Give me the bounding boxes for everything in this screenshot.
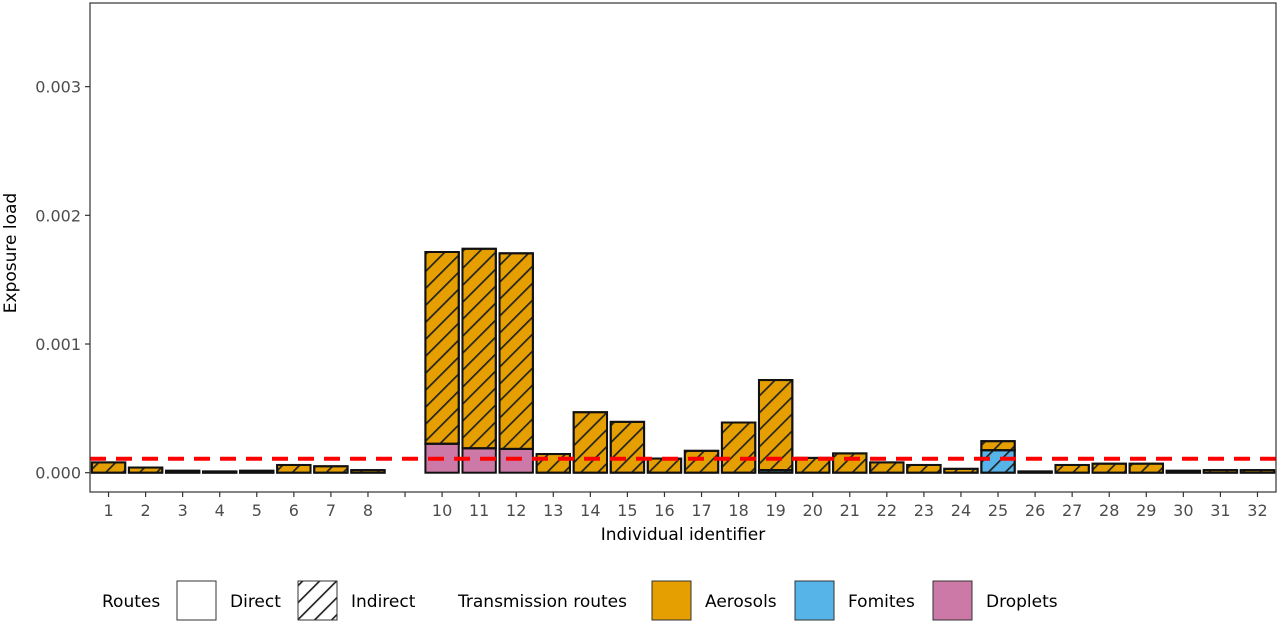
bar-hatch-aerosols_indirect-5	[239, 469, 275, 474]
x-tick-label-23: 23	[914, 501, 934, 520]
x-tick-label-22: 22	[877, 501, 897, 520]
bars-layer	[90, 247, 1276, 474]
bar-hatch-aerosols_indirect-15	[609, 420, 646, 474]
x-tick-label-26: 26	[1025, 501, 1045, 520]
y-tick-label-3: 0.003	[35, 78, 81, 97]
bar-hatch-aerosols_indirect-21	[832, 452, 868, 474]
bar-hatch-aerosols_indirect-7	[313, 465, 349, 474]
x-tick-label-15: 15	[617, 501, 637, 520]
bar-hatch-aerosols_indirect-19	[757, 379, 794, 472]
bar-hatch-aerosols_indirect-3	[164, 469, 201, 474]
legend-key-indirect	[297, 580, 338, 621]
legend-label-droplets: Droplets	[986, 592, 1058, 612]
x-tick-label-7: 7	[326, 501, 336, 520]
x-tick-label-30: 30	[1173, 501, 1193, 520]
y-tick-label-2: 0.002	[35, 206, 81, 225]
x-tick-label-8: 8	[363, 501, 373, 520]
bar-hatch-aerosols_indirect-11	[461, 247, 497, 450]
legend-key-aerosols	[651, 580, 692, 621]
x-tick-label-6: 6	[289, 501, 299, 520]
legend-key-droplets	[932, 580, 973, 621]
x-tick-label-12: 12	[506, 501, 526, 520]
bar-hatch-aerosols_indirect-2	[127, 466, 164, 474]
x-tick-label-29: 29	[1136, 501, 1156, 520]
y-tick-label-0: 0.000	[35, 464, 81, 483]
x-tick-label-3: 3	[178, 501, 188, 520]
bar-hatch-aerosols_indirect-23	[906, 463, 942, 474]
x-tick-label-11: 11	[469, 501, 489, 520]
legend-key-fomites	[794, 580, 835, 621]
bar-hatch-aerosols_indirect-24	[943, 467, 979, 474]
x-tick-label-13: 13	[543, 501, 563, 520]
x-tick-label-25: 25	[988, 501, 1008, 520]
legend: Routes Direct Indirect Transmission rout…	[102, 580, 1058, 621]
x-tick-label-19: 19	[765, 501, 785, 520]
bar-hatch-aerosols_indirect-18	[720, 421, 757, 474]
legend-routes-title: Routes	[102, 592, 160, 612]
bar-hatch-aerosols_indirect-4	[202, 470, 238, 474]
bar-hatch-aerosols_indirect-27	[1054, 463, 1090, 474]
x-tick-label-4: 4	[215, 501, 225, 520]
x-tick-label-2: 2	[141, 501, 151, 520]
plot-background	[90, 3, 1276, 492]
legend-transmission-title: Transmission routes	[457, 592, 627, 612]
bar-hatch-aerosols_indirect-30	[1165, 469, 1202, 474]
legend-label-direct: Direct	[230, 592, 281, 612]
x-tick-label-5: 5	[252, 501, 262, 520]
x-tick-label-27: 27	[1062, 501, 1082, 520]
bar-hatch-aerosols_indirect-14	[572, 411, 609, 474]
x-tick-label-31: 31	[1210, 501, 1230, 520]
x-tick-label-18: 18	[728, 501, 748, 520]
bar-hatch-aerosols_indirect-28	[1091, 462, 1127, 474]
x-tick-label-10: 10	[432, 501, 452, 520]
y-tick-label-1: 0.001	[35, 335, 81, 354]
x-tick-label-32: 32	[1247, 501, 1267, 520]
bar-hatch-aerosols_indirect-31	[1202, 469, 1239, 474]
x-tick-label-28: 28	[1099, 501, 1119, 520]
bar-hatch-aerosols_indirect-29	[1128, 462, 1164, 474]
x-tick-label-1: 1	[103, 501, 113, 520]
bar-hatch-aerosols_indirect-12	[498, 252, 534, 450]
x-tick-label-21: 21	[840, 501, 860, 520]
bar-hatch-aerosols_indirect-17	[683, 449, 720, 474]
bar-hatch-aerosols_indirect-20	[795, 456, 831, 474]
bar-hatch-fomites_indirect-25	[980, 449, 1016, 474]
bar-hatch-aerosols_indirect-26	[1017, 470, 1053, 474]
y-axis-title: Exposure load	[1, 193, 21, 313]
bar-hatch-aerosols_indirect-8	[350, 469, 386, 474]
x-tick-label-20: 20	[803, 501, 823, 520]
bar-hatch-aerosols_indirect-32	[1239, 469, 1276, 474]
y-axis: 0.000 0.001 0.002 0.003	[35, 78, 90, 483]
x-axis-title: Individual identifier	[601, 525, 766, 545]
legend-label-fomites: Fomites	[848, 592, 915, 612]
x-tick-label-16: 16	[654, 501, 674, 520]
legend-label-aerosols: Aerosols	[705, 592, 777, 612]
x-tick-label-14: 14	[580, 501, 600, 520]
x-axis: 1 2 3 4 5 6 7 8 10 11 12 13 14 15 16 17 18 19 20 21 22 23 24 25…	[103, 492, 1268, 520]
bar-hatch-aerosols_indirect-10	[424, 251, 460, 445]
legend-label-indirect: Indirect	[351, 592, 416, 612]
x-tick-label-24: 24	[951, 501, 971, 520]
bar-hatch-aerosols_indirect-6	[276, 463, 312, 474]
plot-border	[89, 2, 1277, 493]
bar-hatch-aerosols_indirect-1	[90, 461, 127, 474]
x-tick-label-17: 17	[691, 501, 711, 520]
bar-hatch-aerosols_indirect-25	[980, 440, 1016, 452]
bar-hatch-aerosols_indirect-22	[869, 461, 905, 474]
legend-key-direct	[176, 580, 217, 621]
